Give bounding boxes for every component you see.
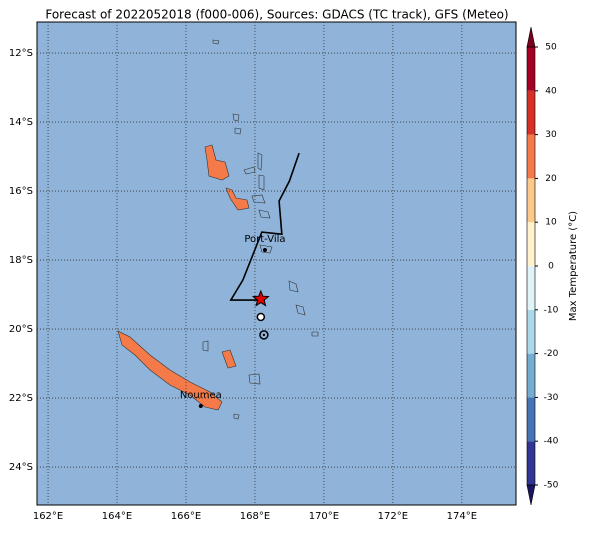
espiritu-santo (204, 144, 230, 181)
island (232, 113, 240, 122)
y-tick-label: 14°S (9, 117, 33, 128)
y-tick-label: 24°S (9, 462, 33, 473)
title: Forecast of 2022052018 (f000-006), Sourc… (45, 8, 508, 22)
colorbar-band (527, 90, 535, 135)
land (117, 39, 319, 420)
colorbar-extend-low (526, 484, 536, 506)
colorbar-band (527, 178, 535, 223)
colorbar-band (527, 266, 535, 310)
y-tick-label: 12°S (9, 48, 33, 59)
x-tick-label: 166°E (171, 511, 201, 522)
island (212, 39, 220, 45)
colorbar-tick-label: 30 (545, 130, 557, 140)
colorbar-tick-label: 20 (545, 174, 557, 184)
y-tick-label: 18°S (9, 255, 33, 266)
track (229, 152, 300, 301)
colorbar-tick-label: 10 (545, 218, 557, 228)
colorbar-band (527, 309, 535, 354)
colorbar-band (527, 134, 535, 179)
forecast-point-center (262, 333, 266, 337)
new-caledonia (117, 330, 223, 411)
colorbar-band (527, 222, 535, 266)
colorbar-band (527, 441, 535, 485)
x-tick-label: 174°E (447, 511, 477, 522)
island (258, 209, 271, 219)
island (311, 331, 319, 337)
x-tick-label: 168°E (240, 511, 270, 522)
colorbar-tick-label: 40 (545, 86, 557, 96)
colorbar-tick-label: -30 (544, 393, 559, 403)
x-tick-label: 170°E (309, 511, 339, 522)
lifou (221, 349, 237, 369)
city-label: Port-Vila (244, 234, 285, 245)
ocean (36, 21, 517, 506)
y-tick-label: 22°S (9, 393, 33, 404)
colorbar-band (527, 47, 535, 91)
city-label: Noumea (180, 390, 222, 401)
island (257, 152, 263, 171)
island (295, 304, 306, 316)
colorbar-tick-label: 0 (548, 262, 554, 272)
colorbar-band (527, 353, 535, 398)
forecast-point (259, 330, 269, 340)
forecast-point (256, 312, 266, 322)
island (233, 413, 240, 420)
x-tick-label: 162°E (33, 511, 63, 522)
colorbar-tick-label: -20 (544, 349, 559, 359)
colorbar-band (527, 397, 535, 442)
island (234, 127, 242, 135)
colorbar-tick-label: -10 (544, 305, 559, 315)
colorbar-label: Max Temperature (°C) (568, 211, 579, 321)
colorbar-tick-label: -40 (544, 437, 559, 447)
colorbar-extend-high (526, 26, 536, 48)
island (258, 174, 265, 191)
current-position (251, 289, 270, 307)
island (248, 373, 261, 385)
island (288, 280, 299, 293)
x-tick-label: 172°E (378, 511, 408, 522)
y-tick-label: 20°S (9, 324, 33, 335)
colorbar-tick-label: 50 (545, 43, 557, 53)
x-tick-label: 164°E (102, 511, 132, 522)
y-tick-label: 16°S (9, 186, 33, 197)
island (202, 340, 209, 352)
city-dot (262, 248, 267, 253)
city-dot (198, 403, 203, 408)
colorbar-tick-label: -50 (544, 481, 559, 491)
